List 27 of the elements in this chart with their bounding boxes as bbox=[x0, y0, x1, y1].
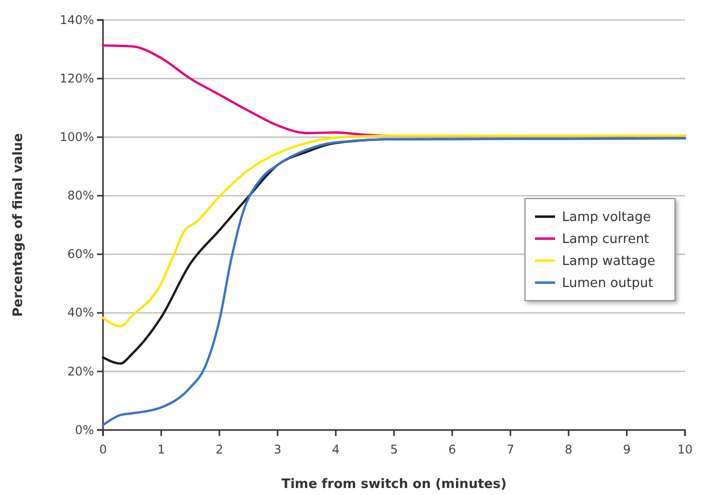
y-tick-label: 60% bbox=[67, 247, 94, 262]
x-tick-label: 8 bbox=[564, 442, 572, 456]
y-tick-label: 40% bbox=[67, 306, 94, 320]
x-tick-label: 7 bbox=[506, 442, 514, 456]
x-tick-label: 5 bbox=[390, 442, 398, 456]
legend-label: Lamp voltage bbox=[562, 210, 651, 226]
y-tick-label: 0% bbox=[74, 422, 94, 437]
y-tick-label: 120% bbox=[60, 71, 94, 86]
x-tick-label: 4 bbox=[332, 442, 340, 456]
y-tick-label: 80% bbox=[67, 188, 94, 203]
legend-label: Lamp wattage bbox=[562, 254, 656, 270]
y-tick-label: 20% bbox=[67, 364, 94, 378]
x-tick-label: 0 bbox=[99, 442, 107, 456]
y-axis-title: Percentage of final value bbox=[11, 132, 26, 317]
x-tick-label: 2 bbox=[216, 442, 224, 456]
x-axis-title: Time from switch on (minutes) bbox=[281, 477, 507, 492]
legend-label: Lamp current bbox=[562, 232, 650, 248]
y-tick-label: 100% bbox=[60, 130, 94, 144]
legend-label: Lumen output bbox=[562, 276, 654, 292]
x-tick-label: 9 bbox=[622, 442, 631, 456]
x-tick-label: 10 bbox=[677, 442, 693, 456]
line-series bbox=[102, 137, 686, 426]
x-tick-label: 3 bbox=[274, 442, 282, 456]
line-series bbox=[102, 134, 686, 328]
y-tick-label: 140% bbox=[60, 12, 94, 27]
x-tick-label: 6 bbox=[448, 442, 456, 456]
x-tick-label: 1 bbox=[157, 442, 166, 456]
